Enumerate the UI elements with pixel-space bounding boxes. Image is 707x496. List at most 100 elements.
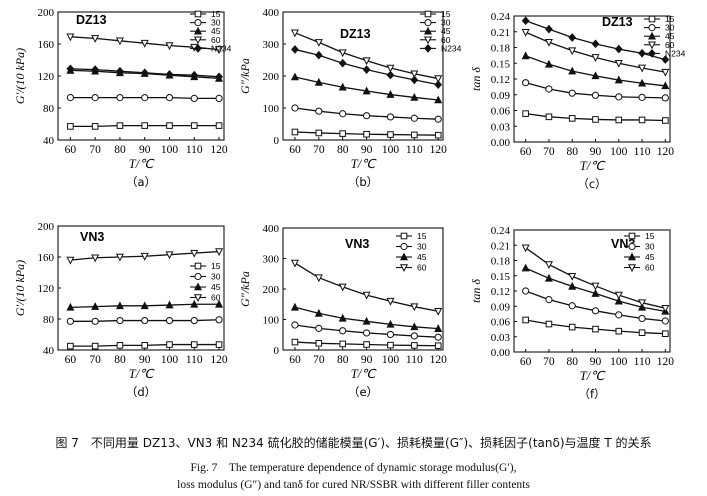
- data-point: [638, 116, 646, 124]
- legend-marker: [400, 242, 408, 251]
- data-point: [591, 39, 600, 49]
- data-point: [215, 299, 224, 308]
- data-point: [363, 341, 370, 348]
- data-point: [362, 112, 371, 120]
- data-point: [521, 16, 530, 26]
- data-point: [568, 115, 576, 122]
- data-point: [638, 78, 647, 87]
- data-point: [638, 299, 647, 308]
- data-point: [591, 282, 600, 291]
- y-tick-label: 0.12: [491, 286, 510, 298]
- data-point: [434, 342, 442, 350]
- legend-marker: [194, 44, 202, 53]
- data-point: [66, 33, 75, 42]
- x-tick-label: 60: [65, 354, 77, 366]
- data-point: [521, 51, 530, 60]
- data-point: [190, 316, 198, 325]
- x-tick-label: 120: [430, 354, 448, 366]
- legend-marker: [627, 252, 637, 261]
- data-point: [91, 342, 99, 350]
- data-point: [291, 45, 299, 54]
- data-point: [638, 93, 646, 101]
- y-tick-label: 400: [263, 7, 280, 19]
- data-point: [568, 302, 576, 310]
- series-N234: [291, 45, 443, 89]
- data-point: [638, 314, 646, 323]
- legend-label: 15: [211, 9, 221, 19]
- series-N234: [521, 16, 670, 64]
- data-point: [434, 333, 442, 341]
- x-tick-label: 90: [139, 354, 151, 366]
- y-tick-label: 0.00: [491, 137, 511, 149]
- data-point: [662, 330, 669, 337]
- x-tick-label: 90: [361, 354, 373, 366]
- legend-marker: [399, 252, 409, 261]
- panel-sublabel: （d）: [126, 385, 156, 399]
- data-point: [521, 28, 530, 37]
- data-point: [521, 263, 530, 272]
- legend-label: 45: [441, 26, 451, 36]
- series-60: [290, 259, 443, 316]
- data-point: [190, 249, 199, 258]
- panel-sublabel: （c）: [577, 177, 606, 191]
- data-point: [290, 302, 299, 311]
- legend-label: 60: [665, 40, 675, 50]
- series-30: [66, 94, 223, 103]
- data-point: [568, 47, 577, 56]
- caption-english-line1: Fig. 7 The temperature dependence of dyn…: [190, 462, 517, 474]
- panel-annotation: DZ13: [76, 13, 107, 27]
- data-point: [165, 42, 174, 51]
- data-point: [314, 274, 323, 283]
- caption-chinese: 图 7 不同用量 DZ13、VN3 和 N234 硫化胶的储能模量(G′)、损耗…: [55, 436, 652, 450]
- data-point: [661, 304, 670, 313]
- y-tick-label: 0.03: [491, 121, 511, 133]
- data-point: [410, 92, 419, 101]
- y-tick-label: 300: [263, 39, 280, 51]
- series-60: [521, 28, 670, 77]
- data-point: [362, 65, 371, 74]
- y-tick-label: 100: [263, 103, 280, 115]
- legend-marker: [627, 264, 637, 272]
- x-tick-label: 110: [634, 356, 651, 368]
- data-point: [141, 342, 149, 349]
- x-tick-label: 100: [161, 144, 179, 156]
- data-point: [67, 123, 74, 130]
- chart-panel-e: 60 70 80 90 100 110 120 0 100 200 300 400 T/℃ G″/kPa （…: [238, 223, 447, 399]
- x-tick-label: 90: [590, 356, 602, 368]
- y-tick-label: 160: [38, 252, 55, 264]
- data-point: [165, 94, 174, 102]
- data-point: [362, 57, 371, 66]
- data-point: [615, 93, 623, 101]
- panel-annotation: DZ13: [340, 27, 371, 41]
- data-point: [592, 325, 599, 333]
- data-point: [592, 116, 599, 123]
- x-tick-label: 90: [590, 146, 602, 158]
- legend-marker: [194, 272, 202, 281]
- y-tick-label: 0.09: [491, 301, 511, 313]
- data-point: [544, 38, 553, 47]
- x-axis-label: T/℃: [351, 367, 377, 381]
- data-point: [362, 86, 371, 95]
- panel-annotation: DZ13: [602, 15, 633, 29]
- data-point: [66, 64, 75, 74]
- data-point: [91, 94, 99, 102]
- legend-marker: [647, 31, 657, 40]
- data-point: [410, 70, 419, 79]
- data-point: [410, 114, 418, 122]
- data-point: [522, 287, 530, 295]
- x-tick-label: 80: [114, 354, 126, 366]
- data-point: [545, 85, 553, 93]
- series-60: [290, 29, 443, 84]
- data-point: [545, 24, 553, 34]
- y-tick-label: 0: [274, 135, 280, 147]
- x-tick-label: 90: [361, 144, 373, 156]
- data-point: [568, 272, 577, 281]
- legend-label: N234: [211, 43, 232, 53]
- x-tick-label: 60: [289, 354, 301, 366]
- y-axis-label: G″/kPa: [238, 58, 252, 94]
- y-tick-label: 40: [43, 345, 55, 357]
- legend-label: 45: [417, 252, 427, 262]
- data-point: [291, 128, 299, 136]
- chart-panel-a: 60 70 80 90 100 110 120 40 80 120 160 200 T/℃ G′/(10 …: [13, 7, 232, 189]
